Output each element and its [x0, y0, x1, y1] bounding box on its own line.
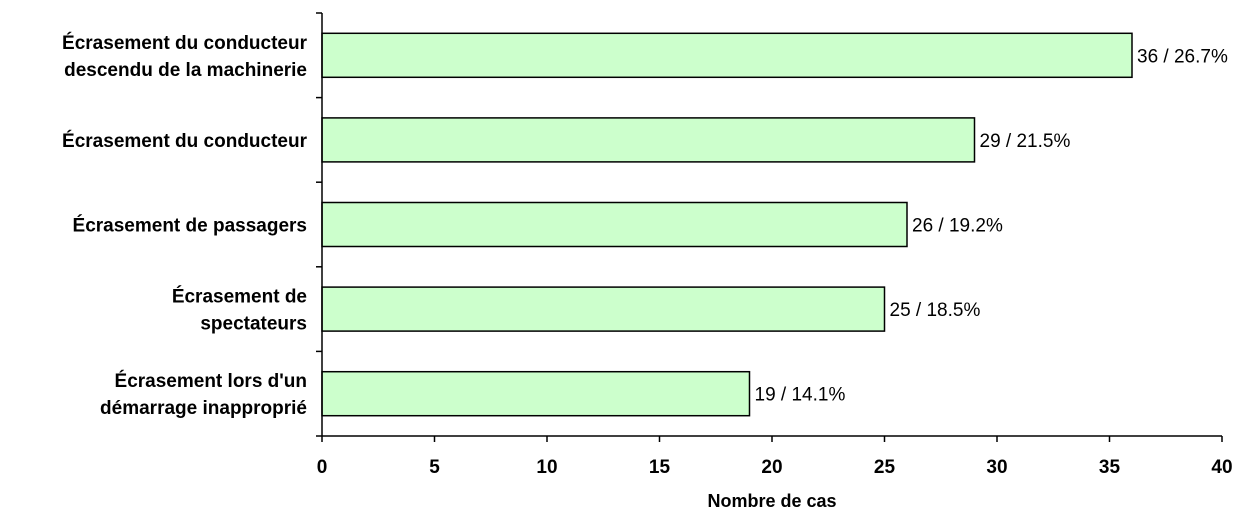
category-label: Écrasement lors d'un — [115, 370, 307, 392]
data-label: 29 / 21.5% — [980, 131, 1071, 152]
x-tick-label: 15 — [649, 457, 671, 478]
x-tick-label: 0 — [317, 457, 328, 478]
axes-layer — [316, 12, 1223, 442]
category-label: Écrasement de passagers — [73, 215, 307, 237]
bar — [321, 370, 751, 417]
category-label: Écrasement du conducteur — [62, 32, 308, 54]
data-label: 25 / 18.5% — [890, 300, 981, 321]
category-label: descendu de la machinerie — [64, 60, 307, 81]
x-tick-label: 35 — [1099, 457, 1121, 478]
x-tick-label: 10 — [536, 457, 557, 478]
x-tick-label: 20 — [761, 457, 782, 478]
category-label: Écrasement de — [172, 286, 307, 308]
data-label: 19 / 14.1% — [755, 385, 846, 406]
x-tick-label: 5 — [429, 457, 440, 478]
x-tick-label: 40 — [1211, 457, 1232, 478]
bar — [321, 201, 908, 248]
category-label: Écrasement du conducteur — [62, 130, 308, 152]
bar — [321, 32, 1133, 79]
data-label: 36 / 26.7% — [1137, 46, 1228, 67]
bar — [321, 286, 886, 332]
labels-layer: 36 / 26.7% Écrasement du conducteur descen… — [62, 32, 1233, 478]
category-label: démarrage inapproprié — [100, 398, 307, 419]
x-tick-label: 25 — [874, 457, 896, 478]
data-label: 26 / 19.2% — [912, 216, 1003, 237]
x-axis-title: Nombre de cas — [707, 491, 836, 511]
bars-layer — [321, 32, 1133, 417]
x-tick-label: 30 — [986, 457, 1007, 478]
bar — [321, 117, 976, 163]
category-label: spectateurs — [200, 314, 307, 335]
